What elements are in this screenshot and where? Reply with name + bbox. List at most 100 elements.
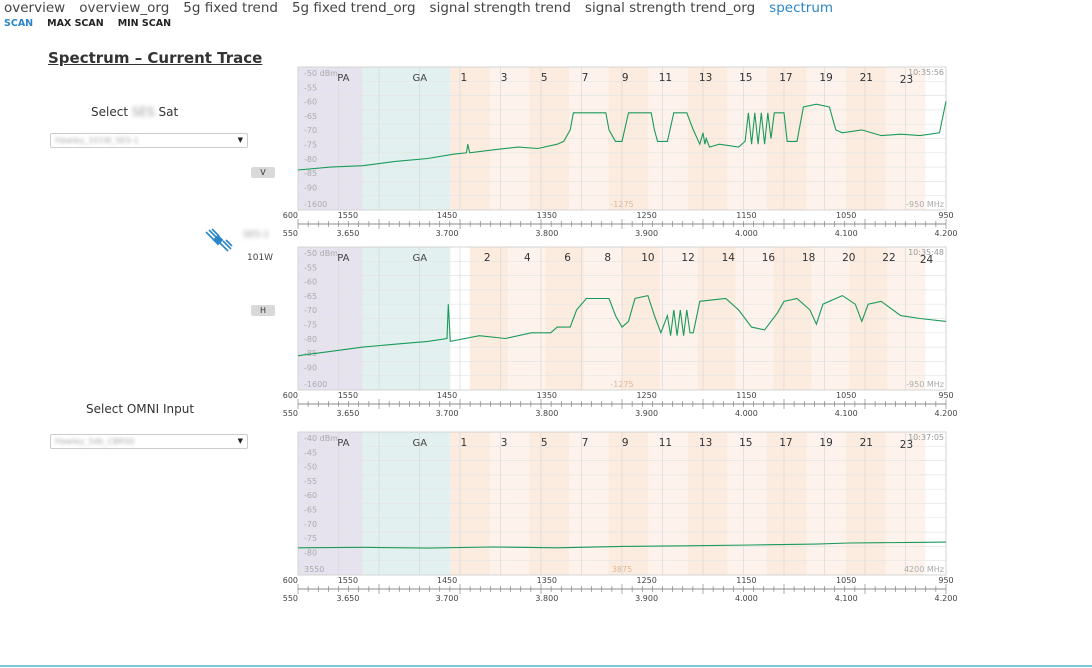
sub-nav: SCAN MAX SCAN MIN SCAN bbox=[4, 18, 171, 29]
channel-label: 20 bbox=[842, 252, 855, 264]
band-label-pa: PA bbox=[337, 253, 349, 264]
channel-label: 6 bbox=[564, 252, 571, 264]
pol-h-badge[interactable]: H bbox=[251, 305, 275, 316]
freq-top-label: 1050 bbox=[836, 576, 856, 585]
tab-5g-fixed-trend[interactable]: 5g fixed trend bbox=[183, 0, 278, 16]
footer-divider bbox=[0, 665, 1092, 667]
y-tick-label: -50 dBm bbox=[304, 69, 338, 78]
channel-label: 2 bbox=[484, 252, 491, 264]
freq-bottom-label: 3.800 bbox=[535, 409, 558, 418]
chevron-down-icon: ▼ bbox=[237, 437, 243, 445]
channel-label: 15 bbox=[739, 72, 752, 84]
band-label-pa: PA bbox=[337, 438, 349, 449]
freq-top-label: 1600 bbox=[282, 211, 298, 220]
tab-overview[interactable]: overview bbox=[4, 0, 66, 16]
channel-label: 9 bbox=[622, 72, 629, 84]
spectrum-trace bbox=[297, 294, 947, 357]
channel-label: 7 bbox=[582, 437, 589, 449]
y-tick-label: -55 bbox=[304, 83, 317, 92]
y-tick-label: -75 bbox=[304, 534, 317, 543]
spectrum-trace bbox=[297, 101, 947, 171]
tab-signal-strength-trend[interactable]: signal strength trend bbox=[429, 0, 571, 16]
channel-label: 21 bbox=[860, 72, 873, 84]
freq-bottom-label: 4.200 bbox=[935, 229, 958, 238]
y-tick-label: -80 bbox=[304, 548, 317, 557]
tab-spectrum[interactable]: spectrum bbox=[769, 0, 834, 16]
channel-label: 16 bbox=[762, 252, 776, 264]
freq-bottom-label: 3.900 bbox=[635, 594, 658, 603]
channel-label: 11 bbox=[659, 437, 672, 449]
band-label-ga: GA bbox=[413, 73, 428, 84]
select-sat-prefix: Select bbox=[91, 105, 129, 119]
tab-overview-org[interactable]: overview_org bbox=[79, 0, 170, 16]
pol-v-badge[interactable]: V bbox=[251, 167, 275, 178]
y-tick-label: -55 bbox=[304, 477, 317, 486]
channel-label: 13 bbox=[699, 437, 712, 449]
freq-bottom-label: 4.100 bbox=[835, 409, 858, 418]
channel-label: 8 bbox=[604, 252, 611, 264]
y-tick-label: -70 bbox=[304, 306, 317, 315]
subtab-max-scan[interactable]: MAX SCAN bbox=[47, 18, 104, 29]
spectrum-trace bbox=[297, 541, 947, 549]
channel-label: 12 bbox=[681, 252, 694, 264]
y-tick-label: -90 bbox=[304, 363, 317, 372]
freq-top-label: 950 bbox=[938, 576, 953, 585]
freq-bottom-label: 3.700 bbox=[436, 409, 459, 418]
freq-top-label: 1150 bbox=[736, 391, 756, 400]
channel-label: 1 bbox=[461, 437, 468, 449]
freq-top-label: 1250 bbox=[636, 576, 656, 585]
satellite-icon bbox=[205, 228, 233, 252]
y-tick-label: -50 bbox=[304, 463, 317, 472]
freq-top-label: 1450 bbox=[437, 576, 457, 585]
select-sat-blurred: SES bbox=[131, 105, 155, 119]
bottom-left-label: -1600 bbox=[304, 380, 327, 389]
bottom-right-label: 4200 MHz bbox=[904, 565, 944, 574]
y-tick-label: -60 bbox=[304, 278, 317, 287]
channel-label: 9 bbox=[622, 437, 629, 449]
freq-bottom-label: 3.650 bbox=[336, 229, 359, 238]
channel-label: 17 bbox=[779, 72, 792, 84]
subtab-scan[interactable]: SCAN bbox=[4, 18, 34, 29]
y-tick-label: -60 bbox=[304, 98, 317, 107]
channel-label: 14 bbox=[722, 252, 736, 264]
chart-frame bbox=[297, 431, 947, 576]
freq-top-label: 1350 bbox=[537, 391, 557, 400]
channel-label: 1 bbox=[461, 72, 468, 84]
select-omni-label: Select OMNI Input bbox=[86, 402, 195, 416]
freq-bottom-label: 3.550 bbox=[282, 594, 298, 603]
y-tick-label: -80 bbox=[304, 155, 317, 164]
spectrum-chart-v: -50 dBm -55 -60 -65 -70 -75 -80 -85 -90 -1600 -127… bbox=[282, 66, 958, 238]
y-tick-label: -70 bbox=[304, 520, 317, 529]
channel-label: 13 bbox=[699, 72, 712, 84]
band-label-pa: PA bbox=[337, 73, 349, 84]
timestamp: 10:35:56 bbox=[908, 68, 944, 77]
freq-bottom-label: 3.550 bbox=[282, 409, 298, 418]
bottom-right-label: -950 MHz bbox=[906, 200, 944, 209]
omni-dropdown-value: Hawley_5db_CBRS0 bbox=[55, 437, 135, 446]
freq-bottom-label: 4.200 bbox=[935, 594, 958, 603]
channel-label: 15 bbox=[739, 437, 752, 449]
channel-label: 23 bbox=[900, 439, 913, 451]
freq-bottom-label: 3.650 bbox=[336, 594, 359, 603]
page-title: Spectrum – Current Trace bbox=[48, 49, 263, 67]
freq-bottom-label: 3.650 bbox=[336, 409, 359, 418]
tab-5g-fixed-trend-org[interactable]: 5g fixed trend_org bbox=[291, 0, 416, 16]
channel-label: 19 bbox=[819, 437, 832, 449]
channel-label: 7 bbox=[582, 72, 589, 84]
freq-top-label: 1450 bbox=[437, 391, 457, 400]
omni-dropdown[interactable]: Hawley_5db_CBRS0 ▼ bbox=[50, 434, 248, 449]
tab-signal-strength-trend-org[interactable]: signal strength trend_org bbox=[584, 0, 756, 16]
channel-label: 3 bbox=[501, 437, 508, 449]
y-tick-label: -70 bbox=[304, 126, 317, 135]
sat-longitude: 101W bbox=[247, 253, 274, 263]
channel-label: 10 bbox=[641, 252, 654, 264]
channel-label: 19 bbox=[819, 72, 832, 84]
sat-dropdown[interactable]: Hawley_101W_SES-1 ▼ bbox=[50, 133, 248, 148]
freq-top-label: 1550 bbox=[338, 211, 358, 220]
channel-label: 22 bbox=[882, 252, 895, 264]
freq-bottom-label: 3.800 bbox=[535, 229, 558, 238]
freq-bottom-label: 3.800 bbox=[535, 594, 558, 603]
freq-top-label: 1550 bbox=[338, 576, 358, 585]
subtab-min-scan[interactable]: MIN SCAN bbox=[117, 18, 172, 29]
y-tick-label: -75 bbox=[304, 321, 317, 330]
